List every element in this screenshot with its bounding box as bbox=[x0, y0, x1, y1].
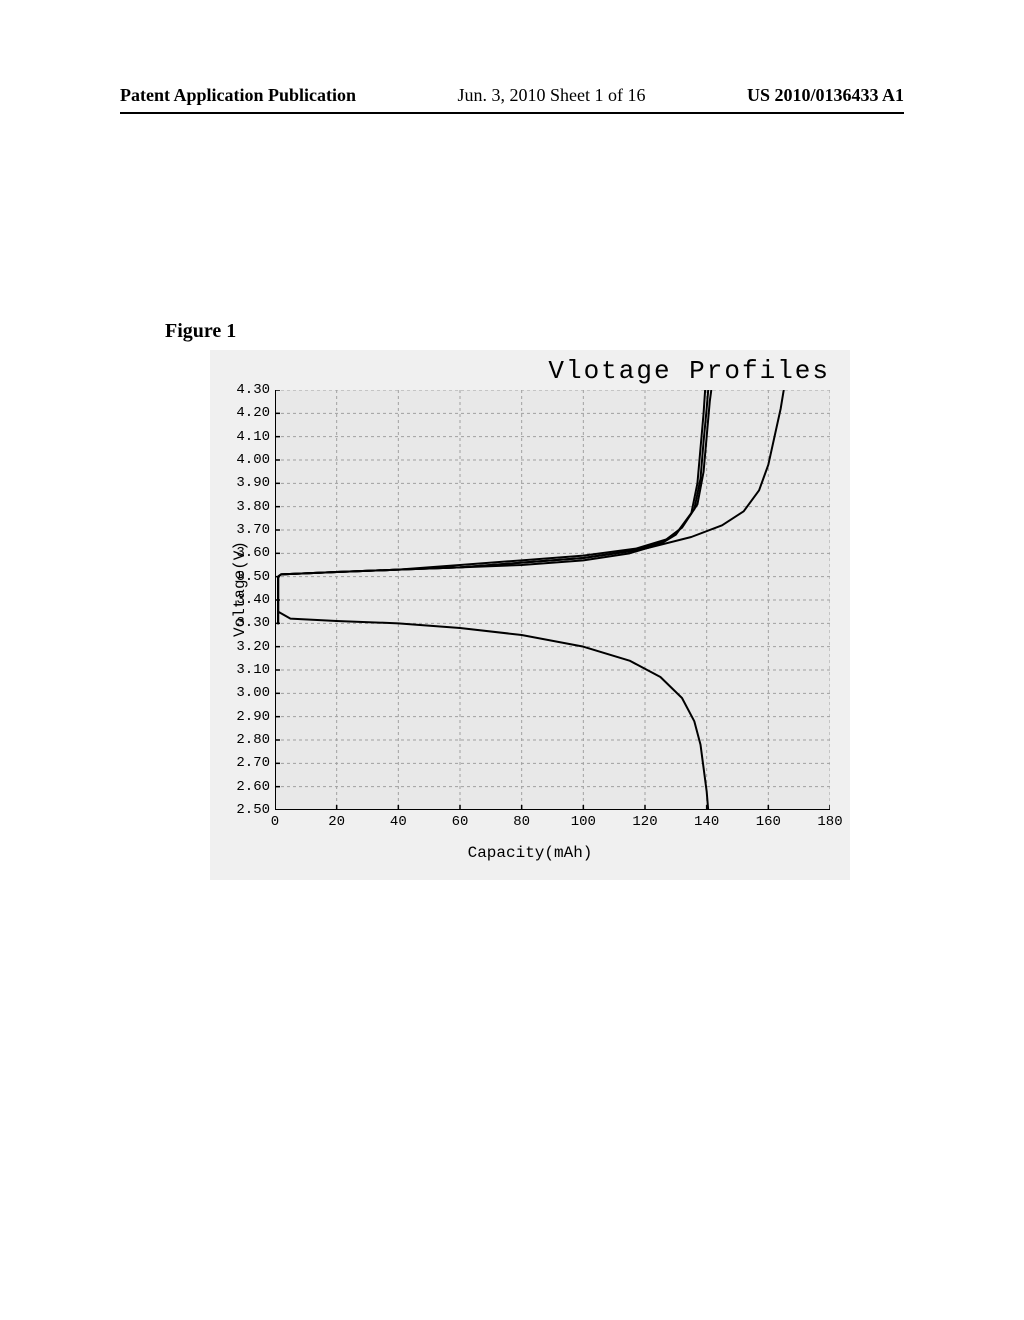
x-tick-label: 140 bbox=[692, 814, 722, 830]
header-rule bbox=[120, 112, 904, 114]
x-tick-label: 20 bbox=[322, 814, 352, 830]
y-tick-label: 2.60 bbox=[230, 779, 270, 795]
header-center: Jun. 3, 2010 Sheet 1 of 16 bbox=[458, 85, 646, 106]
x-tick-label: 40 bbox=[383, 814, 413, 830]
y-tick-label: 3.10 bbox=[230, 662, 270, 678]
chart-title: Vlotage Profiles bbox=[548, 356, 830, 386]
chart-container: Vlotage Profiles Voltage(V) Capacity(mAh… bbox=[210, 350, 850, 880]
x-tick-label: 120 bbox=[630, 814, 660, 830]
y-tick-label: 2.70 bbox=[230, 755, 270, 771]
y-tick-label: 3.30 bbox=[230, 615, 270, 631]
x-tick-label: 100 bbox=[568, 814, 598, 830]
y-tick-label: 2.80 bbox=[230, 732, 270, 748]
y-tick-label: 3.00 bbox=[230, 685, 270, 701]
y-tick-label: 3.80 bbox=[230, 499, 270, 515]
y-tick-label: 3.50 bbox=[230, 569, 270, 585]
x-tick-label: 0 bbox=[260, 814, 290, 830]
y-tick-label: 4.20 bbox=[230, 405, 270, 421]
x-tick-label: 160 bbox=[753, 814, 783, 830]
y-tick-label: 3.40 bbox=[230, 592, 270, 608]
x-axis-label: Capacity(mAh) bbox=[468, 844, 593, 862]
figure-label: Figure 1 bbox=[165, 320, 236, 343]
page-header: Patent Application Publication Jun. 3, 2… bbox=[0, 85, 1024, 106]
y-tick-label: 4.10 bbox=[230, 429, 270, 445]
y-tick-label: 3.70 bbox=[230, 522, 270, 538]
x-tick-label: 180 bbox=[815, 814, 845, 830]
header-right: US 2010/0136433 A1 bbox=[747, 85, 904, 106]
y-tick-label: 3.20 bbox=[230, 639, 270, 655]
y-tick-label: 2.90 bbox=[230, 709, 270, 725]
header-left: Patent Application Publication bbox=[120, 85, 356, 106]
chart-svg bbox=[275, 390, 830, 810]
y-tick-label: 4.30 bbox=[230, 382, 270, 398]
x-tick-label: 80 bbox=[507, 814, 537, 830]
y-tick-label: 3.90 bbox=[230, 475, 270, 491]
x-tick-label: 60 bbox=[445, 814, 475, 830]
y-tick-label: 4.00 bbox=[230, 452, 270, 468]
y-tick-label: 3.60 bbox=[230, 545, 270, 561]
